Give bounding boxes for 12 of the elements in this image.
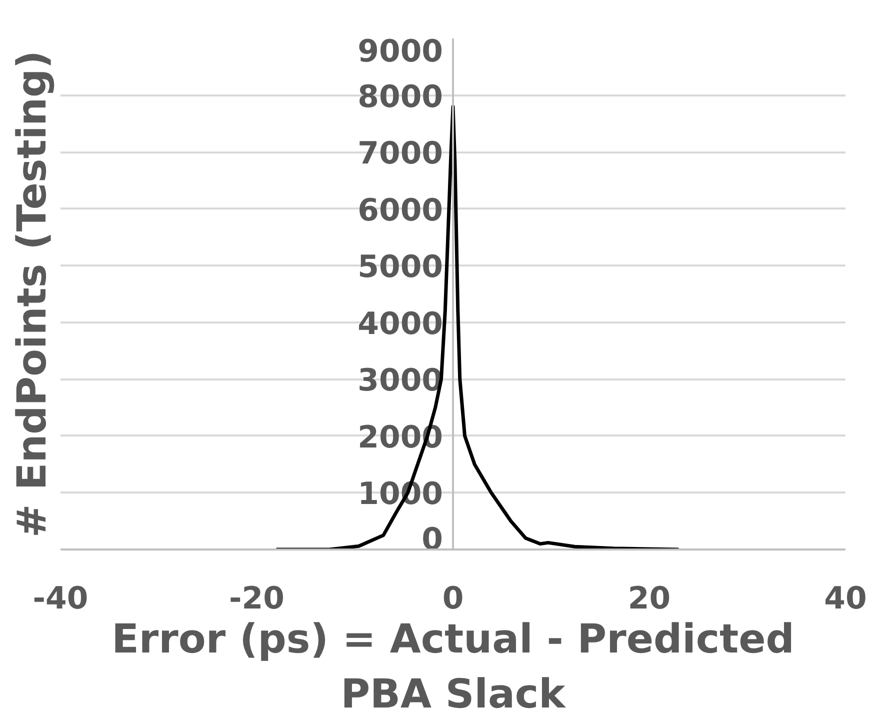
y-axis-title: # EndPoints (Testing) [10, 50, 56, 538]
x-tick-label: 20 [628, 582, 671, 616]
y-tick-label: 7000 [358, 136, 444, 172]
y-tick-label: 5000 [358, 250, 444, 286]
x-tick-label: -40 [32, 582, 88, 616]
x-tick-label: -20 [229, 582, 284, 616]
x-tick-label: 40 [824, 582, 867, 616]
x-axis-title: Error (ps) = Actual - Predicted PBA Slack [112, 616, 794, 718]
y-tick-label: 8000 [358, 80, 444, 115]
y-tick-label: 4000 [358, 306, 444, 342]
y-tick-label: 9000 [358, 34, 444, 70]
y-tick-label: 6000 [358, 193, 444, 228]
